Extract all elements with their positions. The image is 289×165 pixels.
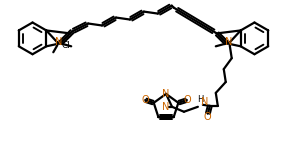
Text: N: N xyxy=(225,37,232,47)
Text: O: O xyxy=(141,95,149,105)
Text: O: O xyxy=(183,95,191,105)
Text: H: H xyxy=(197,95,203,104)
Text: N: N xyxy=(201,97,209,107)
Text: N: N xyxy=(55,37,62,47)
Text: Cl: Cl xyxy=(62,41,71,50)
Text: O: O xyxy=(203,112,211,122)
Text: N: N xyxy=(162,89,170,99)
Text: N: N xyxy=(162,102,170,112)
